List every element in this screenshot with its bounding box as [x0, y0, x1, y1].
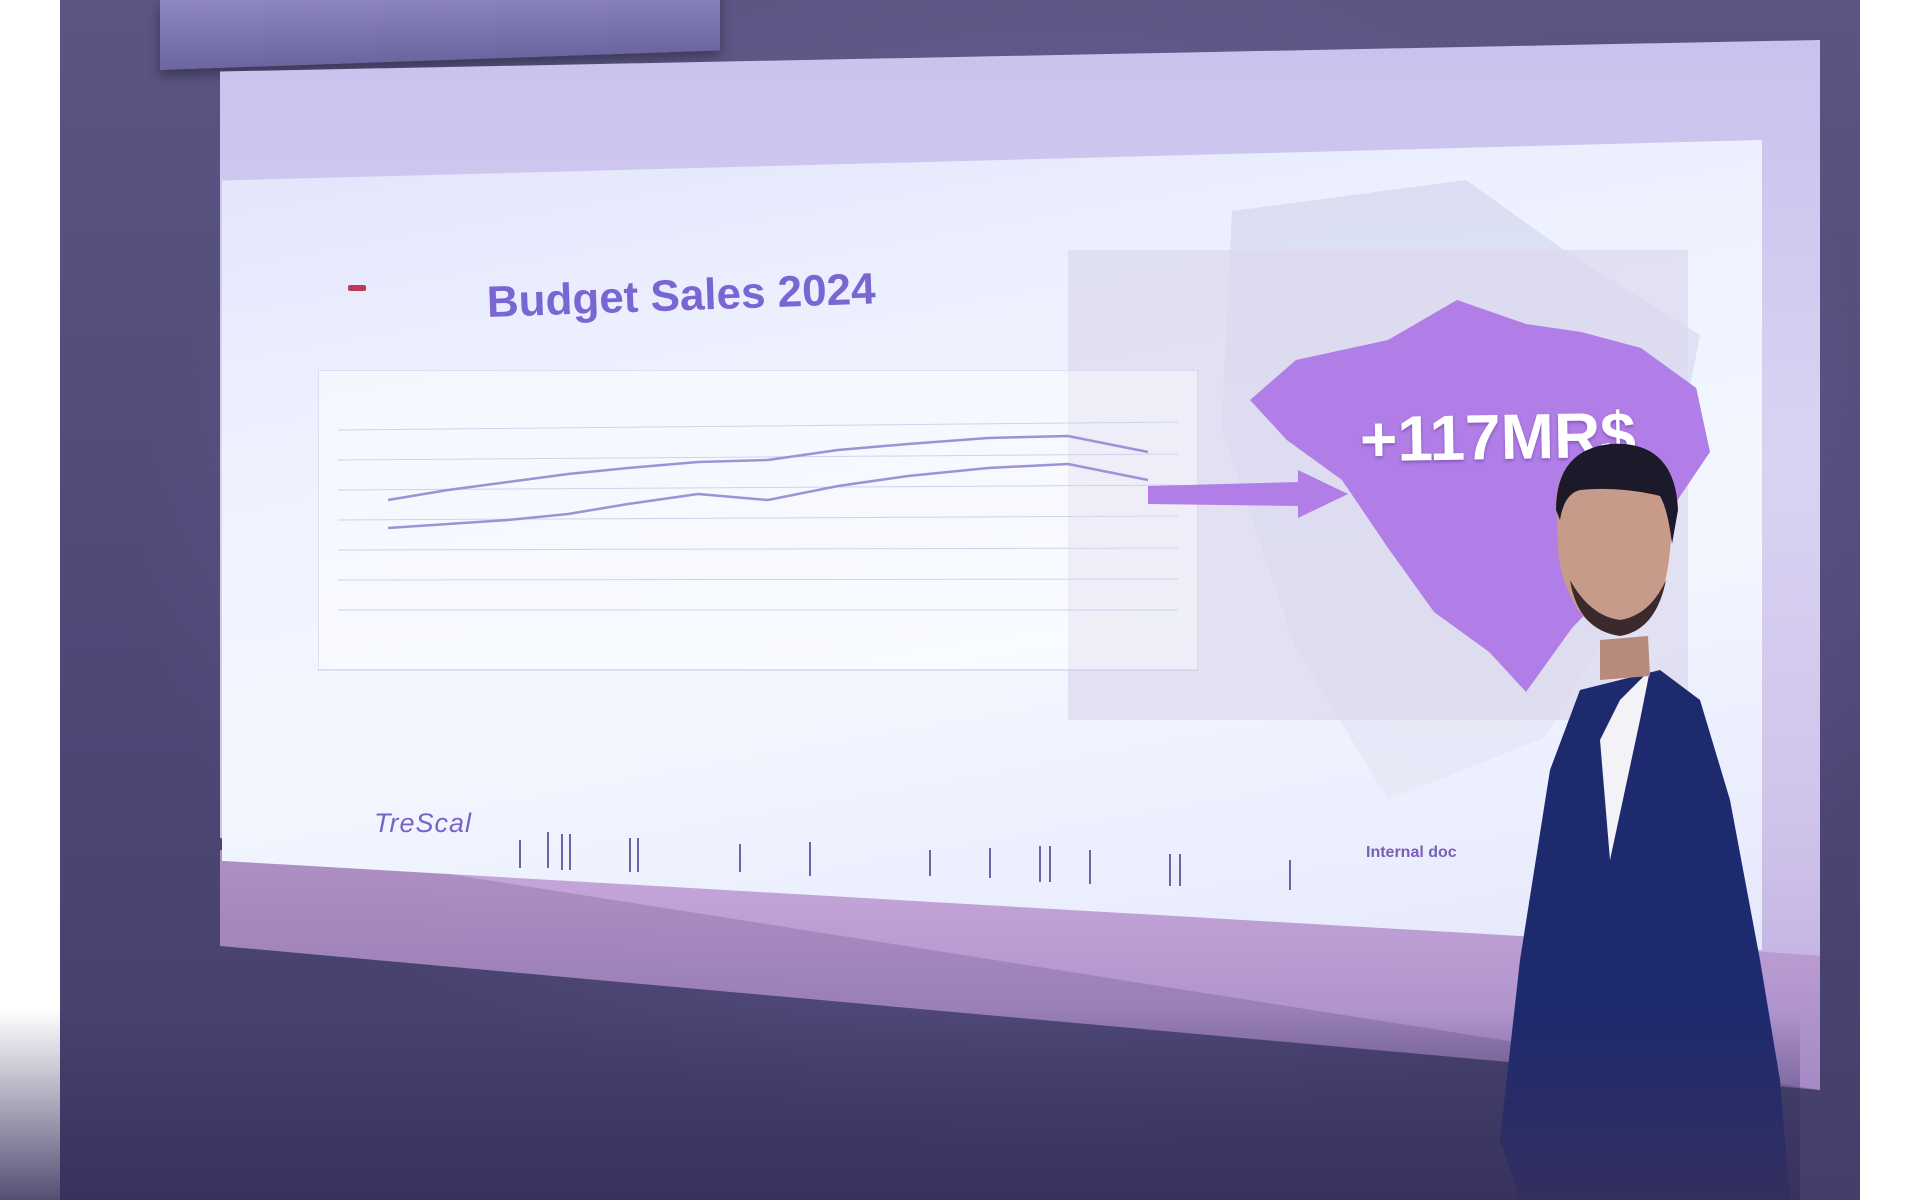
company-logo: TreScal	[374, 808, 473, 838]
sales-line-chart	[318, 370, 1198, 680]
slide-red-marker	[348, 285, 366, 291]
arrow-to-brazil	[1148, 470, 1348, 520]
chart-frame	[318, 370, 1198, 671]
chart-line-lower	[387, 462, 1149, 530]
gridline	[337, 515, 1179, 521]
flicker-lines	[519, 832, 1291, 890]
screen-flicker-artifacts	[510, 820, 1370, 900]
gridline	[337, 578, 1179, 581]
chart-gridlines	[337, 421, 1179, 611]
arrow-shape	[1148, 470, 1348, 518]
chart-svg	[318, 370, 1198, 671]
chart-line-upper	[387, 434, 1149, 502]
gridline	[337, 421, 1179, 431]
gridline	[337, 547, 1179, 551]
lower-shadow	[0, 1010, 1800, 1200]
slide-footer-note: Internal doc	[1366, 844, 1457, 861]
gridline	[337, 484, 1179, 491]
gridline	[337, 453, 1179, 461]
